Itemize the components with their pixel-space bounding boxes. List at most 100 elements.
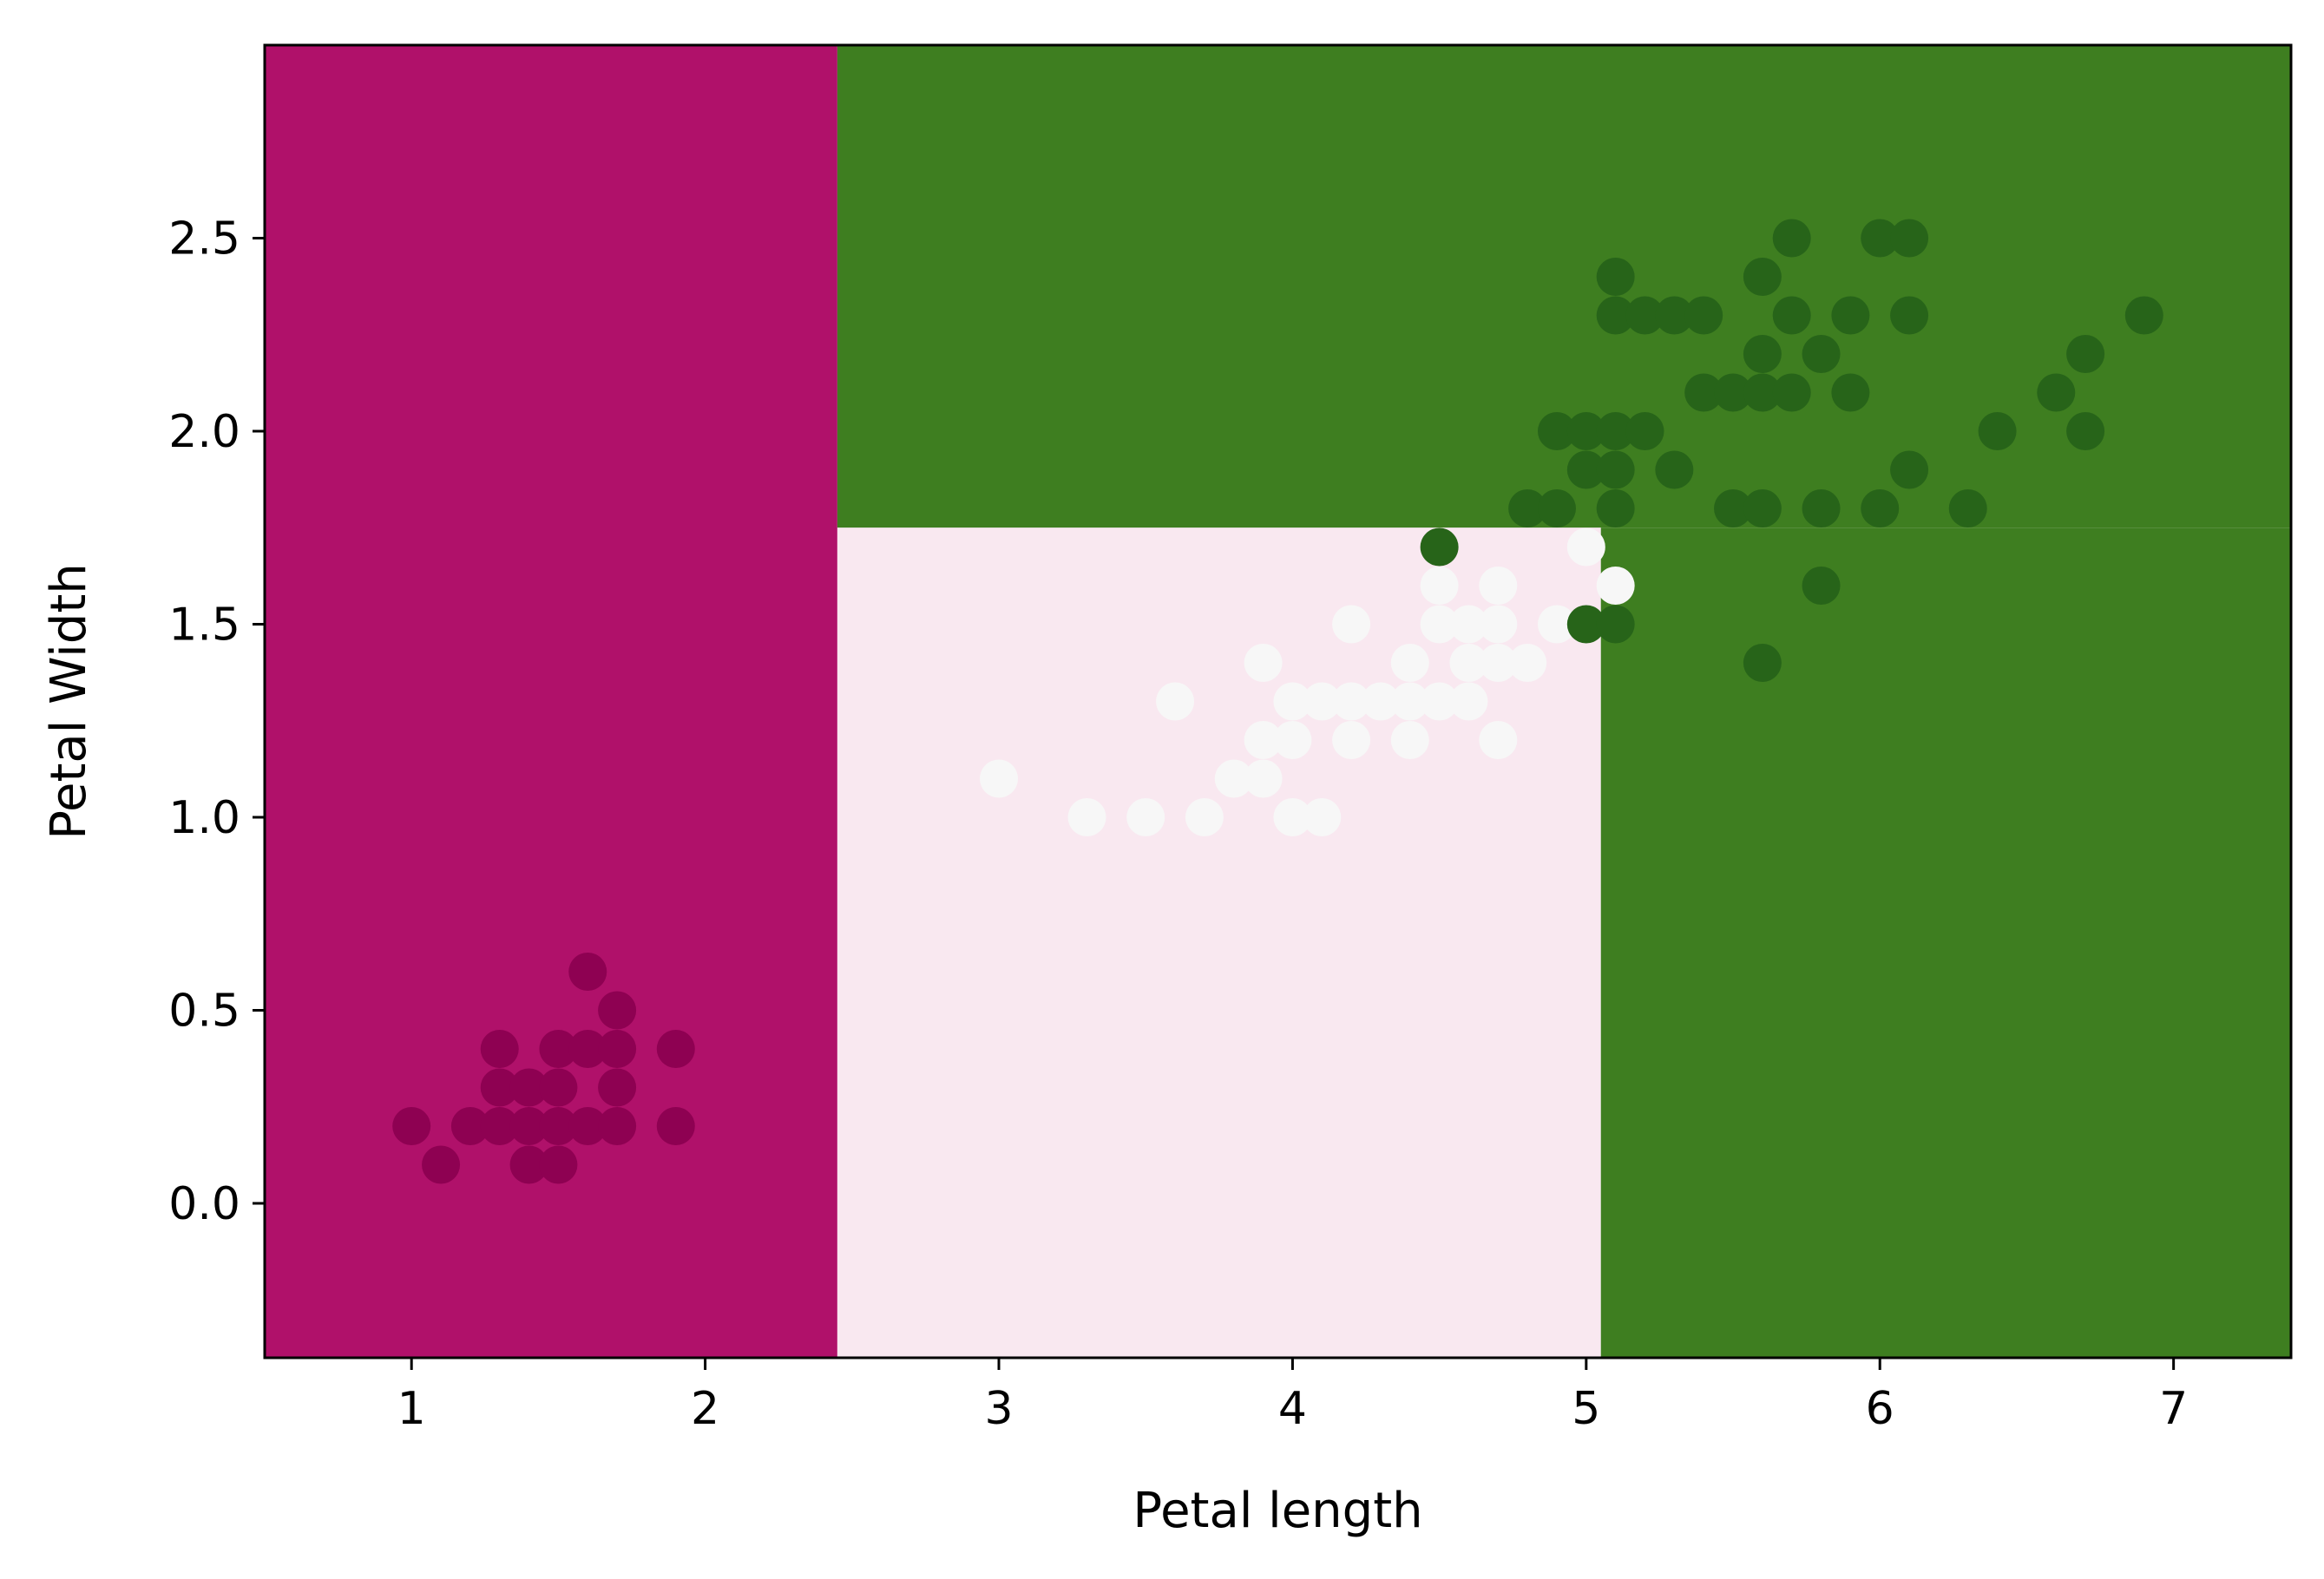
data-point	[1714, 373, 1753, 412]
data-point	[1743, 373, 1782, 412]
data-point	[980, 759, 1019, 798]
data-point	[509, 1068, 548, 1107]
data-point	[1508, 489, 1547, 527]
data-point	[392, 1107, 431, 1145]
data-point	[568, 1107, 607, 1145]
data-point	[1449, 682, 1488, 721]
data-point	[1684, 296, 1723, 335]
data-point	[598, 1107, 637, 1145]
data-point	[1420, 682, 1459, 721]
data-point	[1449, 644, 1488, 682]
data-point	[1273, 798, 1312, 836]
data-point	[480, 1107, 519, 1145]
data-point	[1566, 412, 1605, 450]
data-point	[1743, 335, 1782, 373]
data-point	[1420, 527, 1459, 567]
data-point	[1831, 373, 1870, 412]
data-point	[1244, 759, 1283, 798]
data-point	[1508, 644, 1547, 682]
data-point	[1537, 489, 1576, 527]
data-point	[1566, 450, 1605, 489]
data-point	[568, 1030, 607, 1068]
decision-region-1	[837, 45, 2291, 528]
data-point	[1743, 489, 1782, 527]
data-point	[1596, 412, 1635, 450]
data-point	[598, 1030, 637, 1068]
decision-region-3	[1600, 527, 2291, 1358]
data-point	[1772, 296, 1811, 335]
data-point	[450, 1107, 489, 1145]
x-axis-label: Petal length	[1132, 1483, 1422, 1539]
data-point	[2037, 373, 2076, 412]
data-point	[1890, 219, 1929, 258]
data-point	[1802, 567, 1841, 605]
data-point	[1420, 567, 1459, 605]
data-point	[1420, 605, 1459, 644]
data-point	[1625, 412, 1664, 450]
x-tick-label: 3	[984, 1383, 1013, 1435]
data-point	[1390, 721, 1429, 759]
data-point	[1743, 258, 1782, 296]
data-point	[656, 1030, 695, 1068]
data-point	[2066, 412, 2105, 450]
data-point	[1831, 296, 1870, 335]
data-point	[539, 1068, 578, 1107]
x-tick-label: 4	[1278, 1383, 1307, 1435]
x-tick-label: 6	[1866, 1383, 1894, 1435]
data-point	[539, 1030, 578, 1068]
data-point	[1273, 682, 1312, 721]
data-point	[1655, 296, 1694, 335]
y-tick-label: 2.5	[168, 213, 240, 265]
data-point	[1303, 798, 1342, 836]
data-point	[1185, 798, 1224, 836]
data-point	[1214, 759, 1253, 798]
data-point	[1361, 682, 1400, 721]
data-point	[1743, 644, 1782, 682]
y-tick-label: 0.5	[168, 986, 240, 1038]
y-axis-label: Petal Width	[41, 563, 97, 840]
data-point	[1479, 644, 1518, 682]
data-point	[539, 1145, 578, 1184]
data-point	[1684, 373, 1723, 412]
data-point	[1566, 605, 1605, 644]
data-point	[1802, 489, 1841, 527]
data-point	[1861, 219, 1900, 258]
data-point	[1244, 721, 1283, 759]
data-point	[1890, 296, 1929, 335]
data-point	[509, 1145, 548, 1184]
data-point	[1390, 682, 1429, 721]
plot-frame	[263, 43, 2293, 1360]
data-point	[422, 1145, 461, 1184]
data-point	[480, 1068, 519, 1107]
data-point	[1625, 296, 1664, 335]
y-tick-label: 2.0	[168, 406, 240, 458]
data-point	[1861, 489, 1900, 527]
y-tick-label: 0.0	[168, 1178, 240, 1230]
data-point	[568, 953, 607, 991]
data-point	[1479, 605, 1518, 644]
x-tick-label: 7	[2159, 1383, 2188, 1435]
data-point	[1890, 450, 1929, 489]
data-point	[1772, 219, 1811, 258]
data-point	[1479, 721, 1518, 759]
data-point	[1449, 605, 1488, 644]
data-point	[1067, 798, 1106, 836]
y-tick-label: 1.5	[168, 599, 240, 652]
x-tick-label: 1	[397, 1383, 426, 1435]
data-point	[539, 1107, 578, 1145]
data-point	[1596, 296, 1635, 335]
data-point	[598, 1068, 637, 1107]
x-axis-ticks: 1 2 3 4 5 6 7	[397, 1358, 2188, 1435]
data-point	[1596, 605, 1635, 644]
data-point	[656, 1107, 695, 1145]
scatter-points	[392, 219, 2163, 1184]
data-point	[509, 1107, 548, 1145]
data-point	[1655, 450, 1694, 489]
y-tick-label: 1.0	[168, 792, 240, 844]
data-point	[1303, 682, 1342, 721]
data-point	[1714, 489, 1753, 527]
data-point	[1332, 682, 1371, 721]
data-point	[1390, 644, 1429, 682]
data-point	[1244, 644, 1283, 682]
